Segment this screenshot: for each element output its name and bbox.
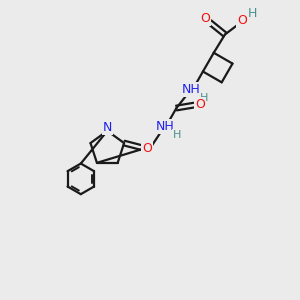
Text: O: O xyxy=(142,142,152,155)
Text: NH: NH xyxy=(182,83,200,96)
Text: H: H xyxy=(248,7,258,20)
Text: N: N xyxy=(103,121,112,134)
Text: H: H xyxy=(200,93,208,103)
Text: H: H xyxy=(173,130,182,140)
Text: O: O xyxy=(237,14,247,28)
Text: O: O xyxy=(195,98,205,111)
Text: NH: NH xyxy=(155,120,174,133)
Text: O: O xyxy=(200,12,210,25)
